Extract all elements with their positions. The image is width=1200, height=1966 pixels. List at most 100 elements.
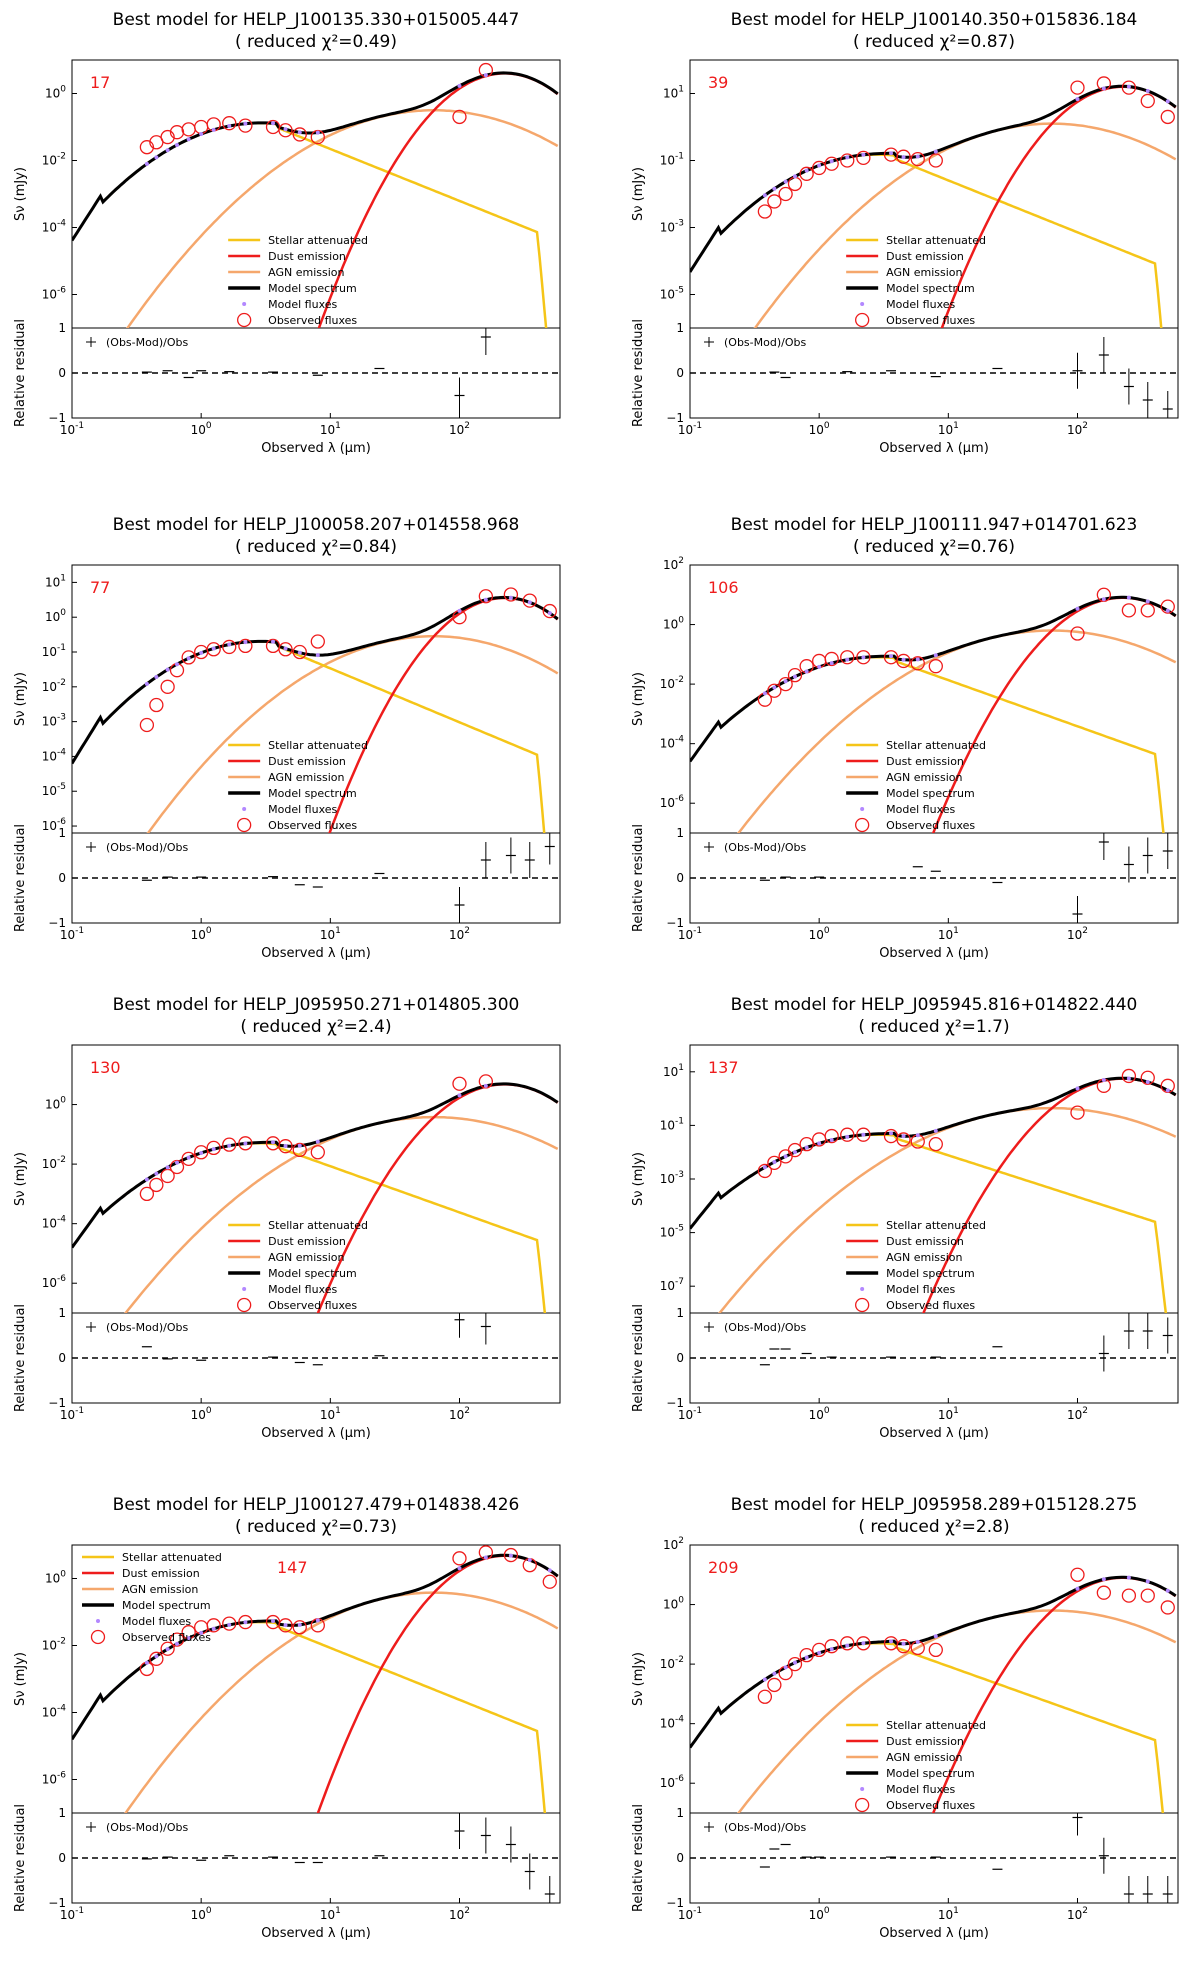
observed-flux-point: [222, 116, 237, 131]
chart-panel-1: Best model for HELP_J100135.330+015005.4…: [13, 10, 561, 456]
legend-label: Observed fluxes: [886, 1299, 975, 1312]
observed-flux-point: [757, 204, 773, 219]
legend-label: AGN emission: [886, 1251, 962, 1264]
curves: [72, 1074, 559, 1313]
residual-legend-label: (Obs-Mod)/Obs: [724, 841, 806, 854]
observed-flux-point: [160, 679, 175, 694]
model-flux-point: [1165, 99, 1170, 104]
model-flux-point: [783, 679, 788, 684]
y-tick-label: 10-4: [42, 1215, 67, 1231]
observed-flux-point: [222, 639, 237, 655]
model-flux-point: [933, 1634, 938, 1639]
legend-swatch: [860, 1287, 865, 1291]
model-flux-point: [483, 73, 488, 78]
legend-swatch: [855, 1797, 870, 1813]
y-tick-label: 10-4: [660, 735, 685, 751]
observed-flux-point: [757, 1163, 773, 1179]
residual-axis-label: Relative residual: [631, 824, 646, 932]
model-flux-point: [527, 1558, 532, 1563]
chart-subtitle: ( reduced χ²=0.87): [853, 32, 1015, 52]
legend-label: Observed fluxes: [886, 1799, 975, 1812]
legend-label: Stellar attenuated: [886, 1219, 986, 1232]
model-flux-point: [1126, 1076, 1131, 1081]
observed-flux-point: [542, 1574, 557, 1589]
residual-legend-label: (Obs-Mod)/Obs: [106, 336, 188, 349]
y-axis-label: Sν (mJy): [13, 672, 28, 726]
legend-swatch: [855, 817, 870, 833]
legend-label: Dust emission: [886, 1235, 964, 1248]
model-flux-point: [297, 130, 302, 135]
residual-axis-label: Relative residual: [631, 1304, 646, 1412]
residual-tick-label: 0: [676, 1351, 684, 1365]
residual-tick-label: −1: [48, 916, 66, 930]
legend-label: Model spectrum: [268, 1267, 357, 1280]
observed-flux-point: [1070, 626, 1085, 641]
model-flux-point: [211, 1626, 216, 1631]
model-flux-point: [804, 1145, 809, 1150]
observed-flux-point: [238, 1136, 253, 1151]
y-tick-label: 10-7: [660, 1277, 684, 1293]
legend-swatch: [860, 807, 865, 811]
dust-emission-line: [316, 1554, 559, 1813]
legend-label: AGN emission: [268, 266, 344, 279]
model-flux-point: [861, 152, 866, 157]
legend-label: Stellar attenuated: [886, 739, 986, 752]
observed-flux-point: [1121, 603, 1137, 618]
observed-flux-point: [767, 194, 782, 209]
source-number-label: 77: [90, 578, 110, 597]
legend-label: Observed fluxes: [886, 314, 975, 327]
x-tick-label: 102: [449, 1406, 470, 1422]
observed-flux-point: [856, 1127, 871, 1142]
legend-label: Stellar attenuated: [268, 1219, 368, 1232]
y-axis-label: Sν (mJy): [631, 1152, 646, 1206]
legend-label: Dust emission: [268, 1235, 346, 1248]
y-tick-label: 10-2: [660, 1655, 684, 1671]
observed-flux-point: [1140, 603, 1155, 618]
model-flux-point: [829, 1647, 834, 1652]
chart-subtitle: ( reduced χ²=0.76): [853, 537, 1015, 557]
residual-tick-label: −1: [48, 411, 66, 425]
y-tick-label: 10-2: [42, 678, 66, 694]
residual-tick-label: −1: [48, 1896, 66, 1910]
observed-flux-point: [1070, 1567, 1085, 1582]
x-tick-label: 101: [938, 1906, 959, 1922]
observed-flux-point: [194, 119, 209, 135]
observed-flux-point: [787, 176, 803, 192]
model-flux-point: [1101, 1078, 1106, 1083]
observed-flux-point: [222, 1616, 237, 1631]
x-axis-label: Observed λ (μm): [879, 946, 989, 961]
model-flux-point: [792, 674, 797, 679]
model-flux-point: [199, 132, 204, 137]
residual-tick-label: 0: [676, 1851, 684, 1865]
model-flux-point: [933, 653, 938, 658]
model-spectrum-line: [690, 1076, 1177, 1230]
observed-flux-point: [824, 1128, 839, 1144]
x-tick-label: 10-1: [678, 1906, 702, 1922]
residual-legend-label: (Obs-Mod)/Obs: [724, 336, 806, 349]
legend-label: Observed fluxes: [122, 1631, 211, 1644]
observed-flux-point: [139, 717, 155, 733]
model-spectrum-line: [72, 595, 559, 765]
chart-title: Best model for HELP_J095958.289+015128.2…: [731, 1495, 1138, 1515]
model-flux-point: [154, 1171, 159, 1176]
agn-emission-line: [753, 122, 1177, 328]
residual-tick-label: 0: [58, 366, 66, 380]
model-flux-point: [227, 1622, 232, 1627]
model-flux-point: [804, 669, 809, 674]
model-flux-point: [783, 179, 788, 184]
model-flux-point: [772, 1671, 777, 1676]
model-flux-point: [829, 1137, 834, 1142]
observed-flux-point: [503, 1547, 519, 1563]
model-flux-point: [144, 1177, 149, 1182]
observed-flux-point: [757, 1689, 773, 1704]
y-axis-label: Sν (mJy): [631, 1652, 646, 1706]
x-tick-label: 10-1: [60, 1906, 84, 1922]
chart-panel-4: Best model for HELP_J100111.947+014701.6…: [631, 515, 1179, 961]
model-flux-point: [1126, 84, 1131, 89]
observed-flux-point: [928, 659, 943, 674]
model-flux-point: [1145, 89, 1150, 94]
legend-swatch: [237, 1297, 252, 1313]
y-tick-label: 10-4: [660, 1715, 685, 1731]
model-flux-point: [457, 1093, 462, 1098]
